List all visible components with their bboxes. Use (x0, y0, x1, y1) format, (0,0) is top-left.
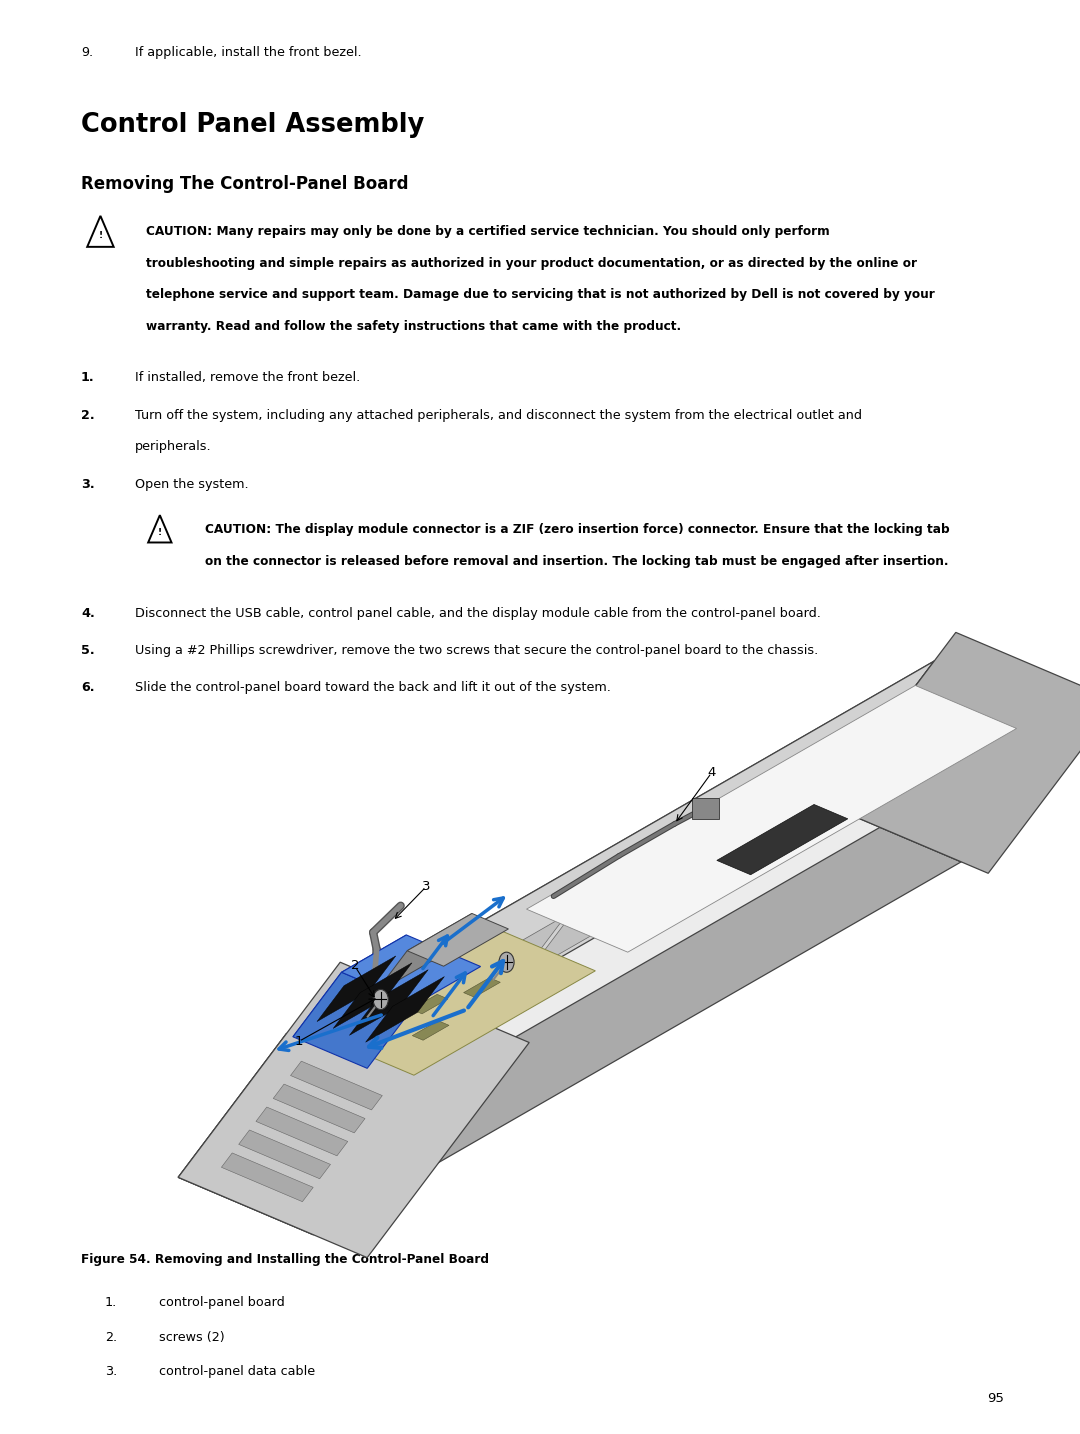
Polygon shape (221, 1153, 313, 1202)
Polygon shape (178, 1034, 421, 1235)
FancyArrowPatch shape (279, 1015, 381, 1051)
Polygon shape (239, 1130, 330, 1179)
Text: CAUTION: Many repairs may only be done by a certified service technician. You sh: CAUTION: Many repairs may only be done b… (146, 225, 829, 238)
Polygon shape (178, 804, 961, 1235)
Polygon shape (334, 962, 413, 1028)
Text: control-panel board: control-panel board (159, 1296, 284, 1309)
Polygon shape (598, 835, 706, 932)
Polygon shape (413, 1021, 449, 1040)
Polygon shape (178, 962, 529, 1258)
Text: telephone service and support team. Damage due to servicing that is not authoriz: telephone service and support team. Dama… (146, 288, 934, 301)
Text: CAUTION: The display module connector is a ZIF (zero insertion force) connector.: CAUTION: The display module connector is… (205, 523, 949, 536)
Text: troubleshooting and simple repairs as authorized in your product documentation, : troubleshooting and simple repairs as au… (146, 257, 917, 270)
Polygon shape (527, 685, 1016, 952)
Text: 1.: 1. (81, 371, 95, 384)
FancyArrowPatch shape (423, 936, 447, 968)
Text: Turn off the system, including any attached peripherals, and disconnect the syst: Turn off the system, including any attac… (135, 409, 862, 422)
Text: !: ! (158, 528, 162, 536)
Text: Disconnect the USB cable, control panel cable, and the display module cable from: Disconnect the USB cable, control panel … (135, 607, 821, 619)
Text: 4.: 4. (81, 607, 95, 619)
Bar (692, 797, 719, 819)
Polygon shape (293, 972, 416, 1068)
FancyArrowPatch shape (369, 1011, 464, 1048)
Text: on the connector is released before removal and insertion. The locking tab must : on the connector is released before remo… (205, 555, 948, 568)
Text: 6.: 6. (81, 681, 95, 694)
Polygon shape (458, 915, 566, 1012)
FancyArrowPatch shape (433, 974, 465, 1015)
Text: control-panel data cable: control-panel data cable (159, 1365, 315, 1378)
Polygon shape (319, 995, 427, 1093)
Polygon shape (318, 956, 395, 1021)
Text: Slide the control-panel board toward the back and lift it out of the system.: Slide the control-panel board toward the… (135, 681, 611, 694)
FancyArrowPatch shape (443, 898, 503, 944)
Polygon shape (286, 661, 1069, 1091)
Text: 95: 95 (987, 1392, 1004, 1405)
Polygon shape (293, 935, 406, 1037)
Text: 4: 4 (707, 766, 716, 780)
Polygon shape (308, 1002, 368, 1054)
Polygon shape (359, 1011, 395, 1031)
Text: If applicable, install the front bezel.: If applicable, install the front bezel. (135, 46, 362, 59)
Polygon shape (341, 935, 481, 1004)
Polygon shape (407, 913, 509, 967)
Text: !: ! (98, 231, 103, 239)
Text: peripherals.: peripherals. (135, 440, 212, 453)
Polygon shape (411, 994, 448, 1014)
Circle shape (499, 952, 514, 972)
Text: Removing The Control-Panel Board: Removing The Control-Panel Board (81, 175, 408, 194)
Polygon shape (375, 913, 472, 994)
Polygon shape (717, 804, 848, 875)
Text: 2: 2 (351, 959, 359, 972)
Text: 3.: 3. (105, 1365, 117, 1378)
Polygon shape (273, 1084, 365, 1133)
Polygon shape (389, 955, 497, 1053)
Polygon shape (256, 1107, 348, 1156)
Text: 1.: 1. (105, 1296, 117, 1309)
Text: Open the system.: Open the system. (135, 478, 248, 490)
Text: 2.: 2. (105, 1331, 117, 1344)
Polygon shape (350, 969, 428, 1035)
Text: Figure 54. Removing and Installing the Control-Panel Board: Figure 54. Removing and Installing the C… (81, 1253, 489, 1266)
Text: Using a #2 Phillips screwdriver, remove the two screws that secure the control-p: Using a #2 Phillips screwdriver, remove … (135, 644, 819, 657)
Polygon shape (248, 1035, 356, 1133)
Polygon shape (313, 928, 595, 1076)
Polygon shape (826, 632, 1080, 873)
Polygon shape (291, 1061, 382, 1110)
Polygon shape (528, 875, 636, 972)
Polygon shape (365, 977, 445, 1043)
Text: 1: 1 (295, 1035, 303, 1048)
Text: If installed, remove the front bezel.: If installed, remove the front bezel. (135, 371, 361, 384)
Text: 2.: 2. (81, 409, 95, 422)
Polygon shape (463, 978, 500, 997)
Circle shape (374, 989, 389, 1010)
Text: 5.: 5. (81, 644, 95, 657)
Text: 3.: 3. (81, 478, 95, 490)
Text: 3: 3 (422, 880, 430, 893)
Text: screws (2): screws (2) (159, 1331, 225, 1344)
Polygon shape (256, 1032, 316, 1084)
Text: 9.: 9. (81, 46, 93, 59)
Polygon shape (178, 661, 934, 1177)
Text: warranty. Read and follow the safety instructions that came with the product.: warranty. Read and follow the safety ins… (146, 320, 680, 333)
Polygon shape (360, 974, 420, 1024)
Text: Control Panel Assembly: Control Panel Assembly (81, 112, 424, 138)
Polygon shape (826, 661, 1069, 862)
Polygon shape (669, 794, 777, 892)
FancyArrowPatch shape (469, 961, 503, 1007)
